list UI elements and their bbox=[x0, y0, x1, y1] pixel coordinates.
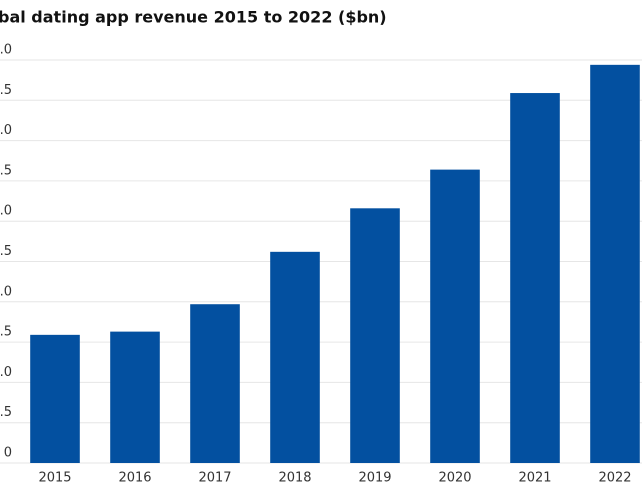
x-tick-label: 2022 bbox=[598, 471, 631, 486]
bar bbox=[110, 331, 160, 463]
bar bbox=[510, 93, 560, 464]
y-tick-label: 4.0 bbox=[0, 123, 12, 138]
x-tick-label: 2016 bbox=[118, 471, 151, 486]
bar bbox=[190, 304, 240, 463]
y-tick-label: 2.0 bbox=[0, 284, 12, 299]
y-tick-label: 2.5 bbox=[0, 244, 12, 259]
y-tick-label: 1.5 bbox=[0, 325, 12, 340]
x-tick-label: 2019 bbox=[358, 471, 391, 486]
y-tick-label: 0 bbox=[4, 446, 12, 461]
bar bbox=[430, 169, 480, 463]
x-tick-label: 2015 bbox=[38, 471, 71, 486]
x-tick-label: 2020 bbox=[438, 471, 471, 486]
x-tick-label: 2018 bbox=[278, 471, 311, 486]
y-tick-label: 0.5 bbox=[0, 405, 12, 420]
bar bbox=[30, 334, 80, 463]
y-tick-label: 5.0 bbox=[0, 43, 12, 58]
x-tick-label: 2021 bbox=[518, 471, 551, 486]
y-tick-label: 1.0 bbox=[0, 365, 12, 380]
chart-title: bal dating app revenue 2015 to 2022 ($bn… bbox=[0, 8, 387, 27]
y-tick-label: 3.0 bbox=[0, 204, 12, 219]
bar bbox=[270, 251, 320, 463]
y-tick-label: 4.5 bbox=[0, 83, 12, 98]
y-tick-label: 3.5 bbox=[0, 163, 12, 178]
bar bbox=[350, 208, 400, 463]
bar bbox=[590, 64, 640, 463]
x-tick-label: 2017 bbox=[198, 471, 231, 486]
